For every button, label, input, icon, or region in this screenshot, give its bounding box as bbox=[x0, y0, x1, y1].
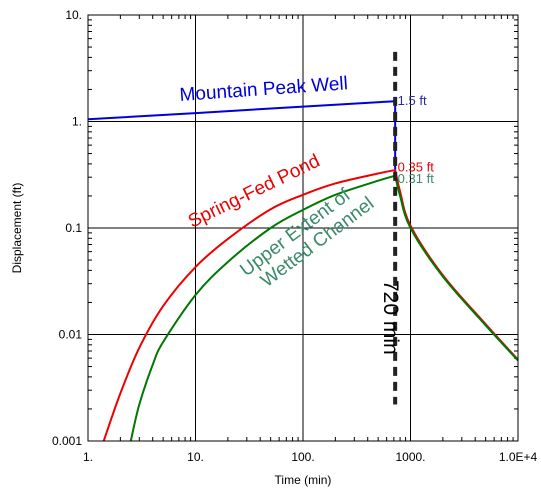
x-axis-label: Time (min) bbox=[275, 473, 332, 487]
y-tick-label: 1. bbox=[72, 115, 82, 129]
x-tick-label: 1000. bbox=[395, 450, 425, 464]
series-line bbox=[129, 174, 519, 442]
y-tick-label: 0.01 bbox=[59, 328, 83, 342]
value-annotations: 1.5 ft 0.35 ft0.31 ft bbox=[398, 93, 435, 186]
plot-frame bbox=[87, 14, 519, 442]
time-marker: 720 min bbox=[379, 51, 402, 405]
value-annotation: 0.31 ft bbox=[398, 171, 435, 186]
x-tick-labels: 1. 10. 100. 1000. 1.0E+4 bbox=[83, 450, 538, 464]
value-annotation: 0.35 ft bbox=[398, 159, 435, 174]
axis-ticks bbox=[88, 15, 518, 441]
y-axis-label: Displacement (ft) bbox=[10, 183, 24, 274]
series-label: Mountain Peak Well bbox=[179, 73, 349, 106]
x-tick-label: 100. bbox=[291, 450, 314, 464]
series-line bbox=[87, 100, 397, 173]
value-annotation: 1.5 ft bbox=[398, 93, 427, 108]
x-tick-label: 10. bbox=[187, 450, 204, 464]
marker-label: 720 min bbox=[379, 280, 402, 355]
y-tick-labels: 0.001 0.01 0.1 1. 10. bbox=[52, 8, 82, 448]
y-tick-label: 0.001 bbox=[52, 434, 82, 448]
x-tick-label: 1. bbox=[83, 450, 93, 464]
x-tick-label: 1.0E+4 bbox=[499, 450, 538, 464]
y-tick-label: 10. bbox=[65, 8, 82, 22]
series-lines bbox=[87, 100, 519, 442]
y-tick-label: 0.1 bbox=[65, 221, 82, 235]
